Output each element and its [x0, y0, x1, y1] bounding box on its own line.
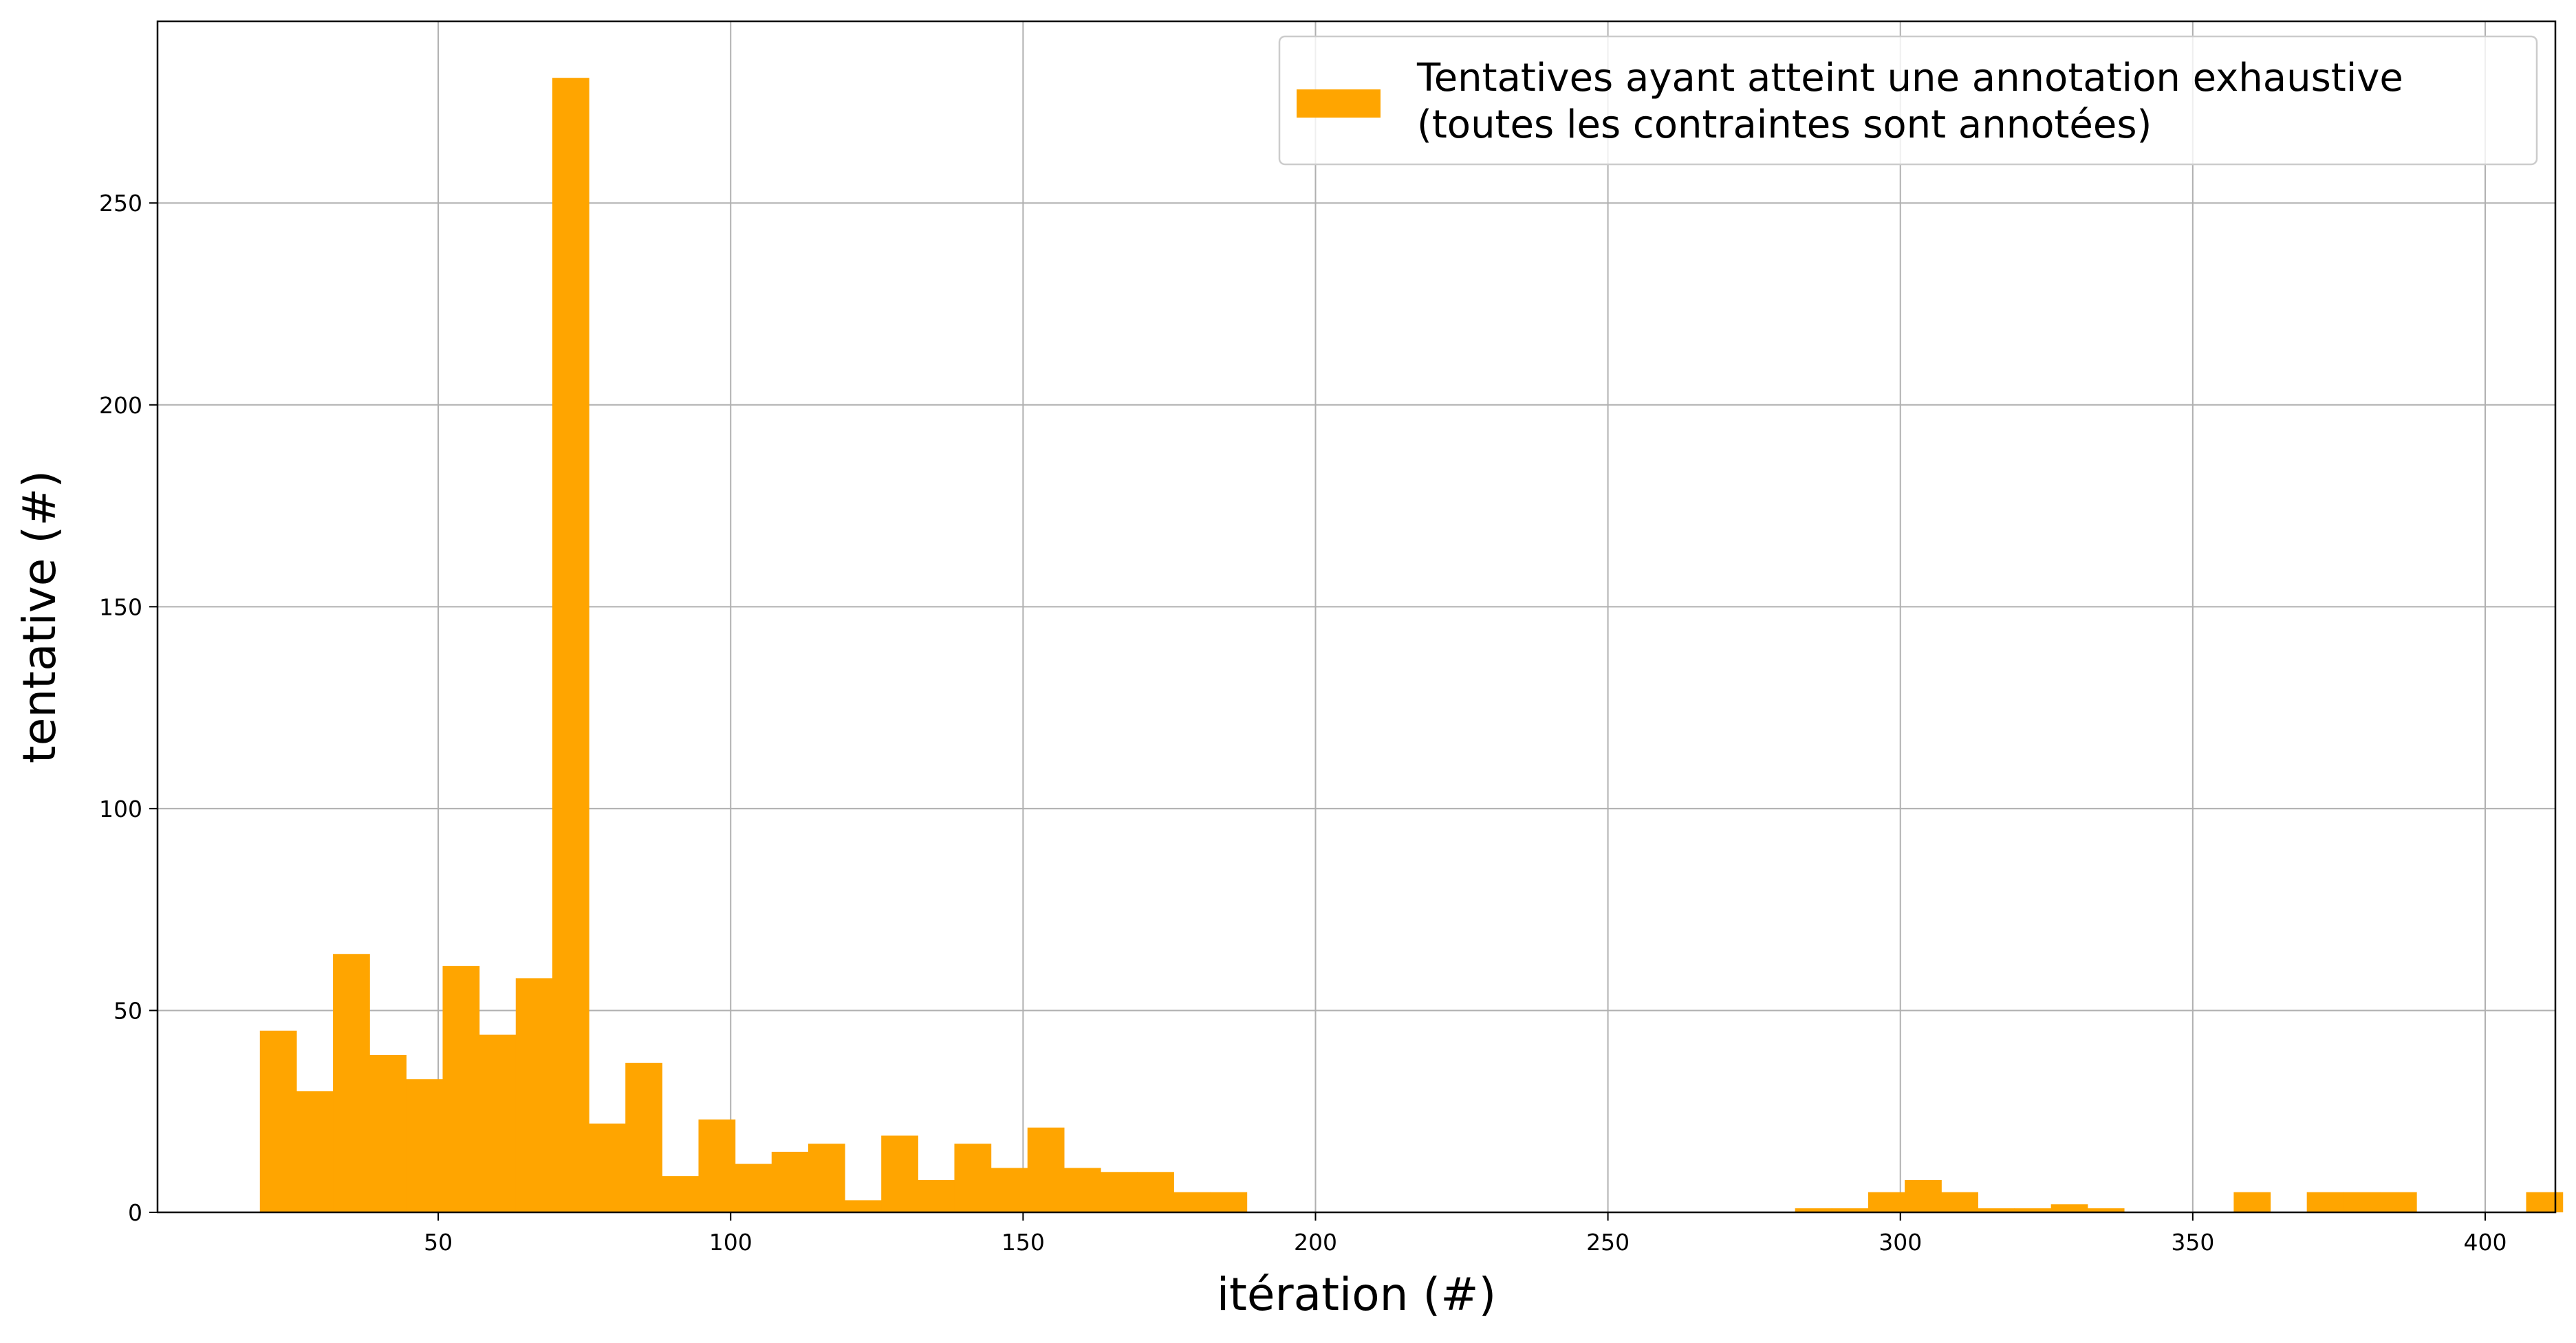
histogram-bar [2379, 1192, 2417, 1212]
histogram-bar [1831, 1208, 1869, 1212]
histogram-bar [1795, 1208, 1832, 1212]
x-tick-label: 200 [1294, 1229, 1337, 1256]
histogram-bar [2233, 1192, 2271, 1212]
histogram-bar [259, 1030, 297, 1212]
histogram-bar [735, 1164, 772, 1212]
legend-label: Tentatives ayant atteint une annotation … [1416, 56, 2403, 147]
histogram-bar [1063, 1168, 1101, 1212]
histogram-bar [2014, 1208, 2052, 1212]
histogram-bar [1210, 1192, 1248, 1212]
y-tick-label: 250 [99, 190, 142, 217]
y-tick-label: 150 [99, 593, 142, 620]
legend: Tentatives ayant atteint une annotation … [1278, 35, 2538, 166]
histogram-bar [1027, 1127, 1065, 1212]
histogram-bar [808, 1144, 845, 1212]
y-tick-label: 50 [113, 997, 142, 1024]
histogram-bar [845, 1200, 882, 1212]
histogram-bar [552, 78, 589, 1212]
histogram-bar [333, 954, 370, 1212]
histogram-bar [406, 1079, 444, 1212]
histogram-bar [1941, 1192, 1978, 1212]
plot-frame [156, 20, 2557, 1214]
x-tick-label: 350 [2171, 1229, 2214, 1256]
legend-box [1278, 35, 2538, 166]
histogram-bar [954, 1144, 992, 1212]
histogram-bar [662, 1176, 700, 1212]
x-tick-label: 400 [2463, 1229, 2507, 1256]
legend-label-line: (toutes les contraintes sont annotées) [1417, 102, 2152, 147]
histogram-bar [918, 1180, 955, 1212]
x-axis-ticks: 50 100 150 200 250 300 350 400 [424, 1212, 2507, 1256]
histogram-bar [881, 1135, 918, 1212]
histogram-bar [991, 1168, 1028, 1212]
histogram-bar [1101, 1172, 1138, 1212]
histogram-bar [698, 1119, 736, 1212]
y-tick-label: 200 [99, 392, 142, 419]
histogram-bar [1173, 1192, 1211, 1212]
x-tick-label: 150 [1002, 1229, 1045, 1256]
x-tick-label: 100 [709, 1229, 753, 1256]
histogram-bar [2087, 1208, 2125, 1212]
histogram-bar [2343, 1192, 2381, 1212]
histogram-bar [2306, 1192, 2344, 1212]
y-axis-label: tentative (#) [13, 470, 66, 763]
y-tick-label: 100 [99, 796, 142, 822]
y-axis-ticks: 0 50 100 150 200 250 [99, 190, 158, 1226]
histogram-bar [1905, 1180, 1942, 1212]
legend-label-line: Tentatives ayant atteint une annotation … [1416, 56, 2403, 100]
histogram-bar [515, 978, 553, 1212]
histogram-bar [369, 1055, 407, 1212]
histogram-bar [2526, 1192, 2564, 1212]
x-tick-label: 300 [1879, 1229, 1922, 1256]
histogram-bar [296, 1091, 334, 1212]
x-axis-label: itération (#) [1217, 1268, 1497, 1321]
histogram-bar [1868, 1192, 1905, 1212]
histogram-bar [771, 1151, 809, 1212]
histogram-bar [625, 1062, 662, 1212]
histogram-bar [479, 1034, 517, 1212]
histogram-bar [589, 1123, 626, 1212]
legend-swatch [1297, 89, 1381, 118]
x-tick-label: 250 [1586, 1229, 1630, 1256]
histogram-bar [442, 965, 480, 1212]
y-tick-label: 0 [128, 1199, 142, 1226]
x-tick-label: 50 [424, 1229, 453, 1256]
histogram-bar [1978, 1208, 2015, 1212]
histogram-bar [1137, 1172, 1174, 1212]
histogram-bars [259, 78, 2564, 1212]
histogram-bar [2050, 1204, 2088, 1212]
